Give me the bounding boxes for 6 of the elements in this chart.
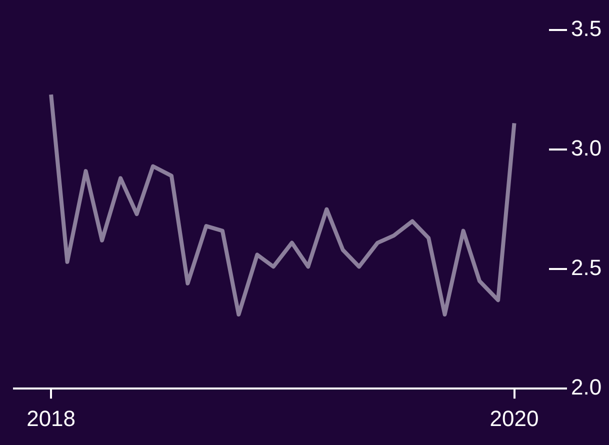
y-tick-label: 3.0: [571, 136, 602, 161]
y-tick-label: 2.0: [571, 374, 602, 400]
y-tick-label: 3.5: [571, 16, 602, 42]
y-tick-label: 2.5: [571, 255, 602, 280]
x-tick-label: 2018: [26, 406, 76, 431]
x-tick-label: 2020: [490, 406, 539, 431]
